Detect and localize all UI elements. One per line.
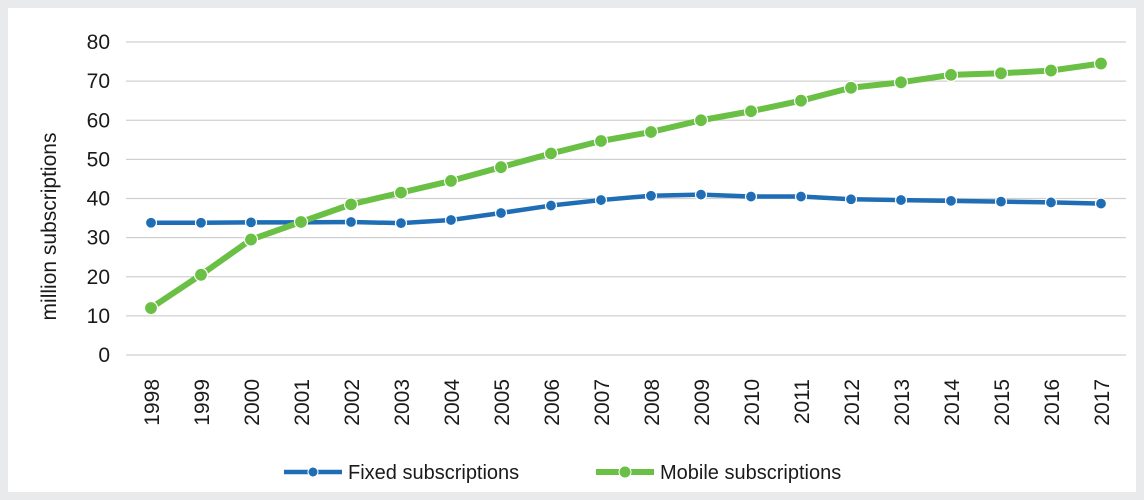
data-point (1094, 197, 1108, 210)
x-tick-label: 2004 (441, 379, 464, 426)
legend-label: Fixed subscriptions (348, 462, 519, 484)
data-point (544, 199, 558, 212)
y-tick-label: 0 (98, 344, 110, 367)
y-tick-label: 20 (87, 266, 110, 289)
y-axis-tick-labels: 0 10 20 30 40 50 60 70 80 (87, 31, 110, 367)
data-point (343, 197, 359, 212)
data-point (643, 124, 659, 140)
y-axis-title: million subscriptions (38, 133, 61, 321)
series-mobile (143, 56, 1109, 316)
data-point (143, 300, 159, 316)
data-point (494, 206, 508, 220)
data-point (1044, 196, 1058, 209)
x-tick-label: 1999 (191, 379, 214, 426)
y-tick-label: 30 (87, 227, 110, 250)
x-tick-label: 2015 (991, 379, 1014, 426)
data-point (443, 173, 459, 188)
data-point (444, 213, 458, 227)
data-point (743, 104, 759, 119)
y-tick-label: 80 (87, 31, 110, 54)
data-point (744, 190, 758, 203)
data-point (344, 215, 358, 229)
data-point (543, 146, 559, 161)
x-tick-label: 2014 (941, 379, 964, 426)
y-tick-label: 60 (87, 109, 110, 132)
y-tick-label: 70 (87, 70, 110, 93)
legend-marker (618, 465, 632, 479)
data-point (493, 160, 509, 175)
x-tick-label: 2000 (241, 379, 264, 426)
x-tick-label: 1998 (141, 379, 164, 426)
data-point (1093, 56, 1109, 71)
y-tick-label: 10 (87, 305, 110, 328)
series-line (148, 60, 1104, 312)
data-point (644, 189, 658, 202)
x-axis-tick-labels: 1998 1999 2000 2001 2002 2003 2004 2005 2006 2007… (141, 379, 1114, 426)
data-point (594, 193, 608, 207)
data-point (243, 232, 259, 247)
data-point (593, 133, 609, 149)
data-point (793, 93, 809, 108)
y-tick-label: 40 (87, 188, 110, 211)
y-tick-label: 50 (87, 148, 110, 171)
data-point (1043, 63, 1059, 78)
data-point (694, 188, 708, 201)
series-fixed (144, 188, 1108, 230)
x-tick-label: 2001 (291, 379, 314, 426)
x-tick-label: 2010 (741, 379, 764, 426)
legend-label: Mobile subscriptions (660, 462, 841, 484)
data-point (244, 216, 258, 229)
x-tick-label: 2017 (1091, 379, 1114, 426)
series-lines (143, 56, 1109, 316)
x-tick-label: 2005 (491, 379, 514, 426)
x-tick-label: 2003 (391, 379, 414, 426)
data-point (794, 190, 808, 203)
data-point (894, 193, 908, 207)
data-point (893, 75, 909, 90)
data-point (993, 66, 1009, 81)
data-point (193, 267, 209, 282)
series-line (148, 192, 1104, 226)
data-point (944, 194, 958, 207)
data-point (693, 113, 709, 128)
x-tick-label: 2016 (1041, 379, 1064, 426)
x-tick-label: 2007 (591, 379, 614, 426)
legend-entry: Mobile subscriptions (596, 462, 841, 484)
legend-entry: Fixed subscriptions (284, 462, 519, 484)
x-tick-label: 2011 (791, 379, 814, 424)
data-point (994, 195, 1008, 208)
x-tick-label: 2006 (541, 379, 564, 426)
x-tick-label: 2002 (341, 379, 364, 426)
chart-panel: 0 10 20 30 40 50 60 70 80 million subscriptions … (8, 8, 1136, 492)
data-point (293, 214, 309, 230)
data-point (394, 217, 408, 230)
data-point (393, 185, 409, 200)
data-point (943, 67, 959, 82)
legend-marker (307, 466, 319, 478)
x-tick-label: 2013 (891, 379, 914, 426)
legend: Fixed subscriptions Mobile subscriptions (284, 462, 841, 484)
x-tick-label: 2008 (641, 379, 664, 426)
data-point (144, 216, 158, 229)
data-point (844, 193, 858, 206)
x-tick-label: 2012 (841, 379, 864, 426)
data-point (843, 80, 859, 95)
data-point (194, 216, 208, 229)
x-tick-label: 2009 (691, 379, 714, 426)
